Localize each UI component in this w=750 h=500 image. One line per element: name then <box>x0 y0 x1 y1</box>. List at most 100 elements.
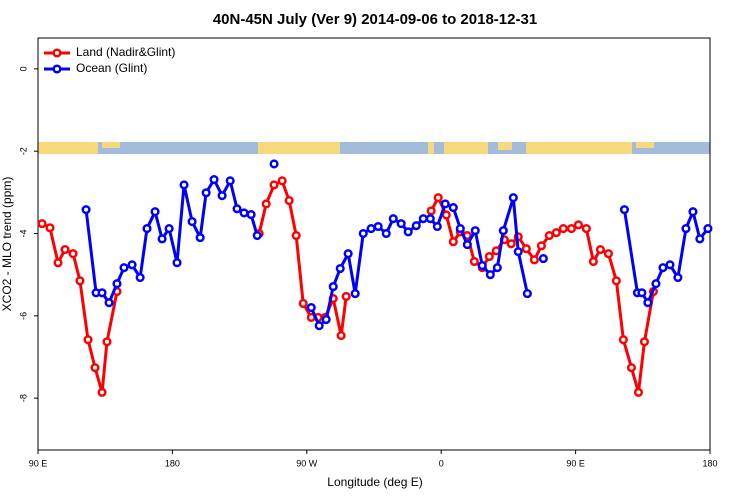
point <box>68 249 78 259</box>
point <box>246 210 256 220</box>
point <box>673 272 683 283</box>
y-tick-label: -4 <box>18 229 28 237</box>
point <box>513 247 523 257</box>
x-tick-label: 180 <box>702 458 717 468</box>
point <box>97 288 107 298</box>
point <box>558 224 568 234</box>
point <box>492 263 502 273</box>
legend: Land (Nadir&Glint) Ocean (Glint) <box>44 45 175 75</box>
point <box>284 196 294 206</box>
point <box>538 254 548 264</box>
point <box>388 214 398 224</box>
point <box>83 335 93 345</box>
point <box>566 224 576 234</box>
point <box>150 207 160 217</box>
point <box>298 298 308 309</box>
point <box>618 335 628 345</box>
point <box>441 210 451 220</box>
land-ocean-strip <box>38 142 710 154</box>
point <box>619 205 629 215</box>
point <box>179 180 189 190</box>
x-tick-label: 90 E <box>566 458 585 468</box>
point <box>522 289 532 299</box>
point <box>551 228 561 238</box>
point <box>343 249 353 259</box>
point <box>269 180 279 190</box>
point <box>209 175 219 185</box>
point <box>252 231 262 241</box>
point <box>506 239 516 249</box>
point <box>411 221 421 231</box>
point <box>232 204 242 214</box>
point <box>703 224 713 234</box>
point <box>426 206 436 216</box>
point <box>350 289 360 299</box>
point <box>477 261 487 271</box>
point <box>529 255 539 265</box>
point <box>172 258 182 268</box>
point <box>217 191 227 201</box>
point <box>336 331 346 341</box>
point <box>403 227 413 237</box>
y-tick-label: -6 <box>18 312 28 320</box>
point <box>432 221 442 232</box>
point <box>665 260 675 270</box>
point <box>201 188 211 198</box>
point <box>651 279 661 289</box>
y-tick-label: 0 <box>18 66 28 71</box>
chart-title: 40N-45N July (Ver 9) 2014-09-06 to 2018-… <box>213 11 537 28</box>
point <box>396 219 406 229</box>
point <box>508 193 518 203</box>
point <box>544 231 554 241</box>
point <box>164 224 174 234</box>
point <box>433 193 443 203</box>
point <box>90 363 100 373</box>
point <box>455 224 465 234</box>
point <box>418 214 428 224</box>
point <box>595 245 605 255</box>
point <box>75 276 85 286</box>
point <box>341 291 351 302</box>
point <box>37 219 47 229</box>
x-tick-label: 90 E <box>29 458 48 468</box>
point <box>658 263 668 273</box>
x-tick-label: 0 <box>439 458 444 468</box>
point <box>462 240 472 250</box>
point <box>60 245 70 255</box>
point <box>112 279 122 289</box>
point <box>81 205 91 215</box>
point <box>373 221 383 232</box>
point <box>485 270 495 280</box>
point <box>328 282 338 292</box>
point <box>269 159 279 169</box>
legend-label: Ocean (Glint) <box>76 61 147 75</box>
point <box>573 220 583 230</box>
point <box>53 258 63 268</box>
point <box>633 387 644 397</box>
point <box>366 224 376 234</box>
point <box>119 263 129 273</box>
point <box>45 223 55 233</box>
x-tick-label: 90 W <box>296 458 318 468</box>
point <box>484 252 494 262</box>
point <box>425 214 435 224</box>
point <box>603 249 614 259</box>
point <box>104 298 114 308</box>
point <box>581 224 591 234</box>
point <box>97 387 107 397</box>
legend-marker <box>52 48 62 58</box>
point <box>470 226 480 236</box>
point <box>314 321 324 331</box>
point <box>277 176 287 186</box>
y-tick-label: -2 <box>18 147 28 155</box>
point <box>381 228 391 239</box>
point <box>588 256 598 267</box>
point <box>306 303 316 313</box>
point <box>440 199 450 209</box>
y-axis-label: XCO2 - MLO trend (ppm) <box>0 177 14 312</box>
point <box>195 233 205 243</box>
point <box>157 234 167 244</box>
point <box>639 337 649 347</box>
point <box>688 207 698 217</box>
